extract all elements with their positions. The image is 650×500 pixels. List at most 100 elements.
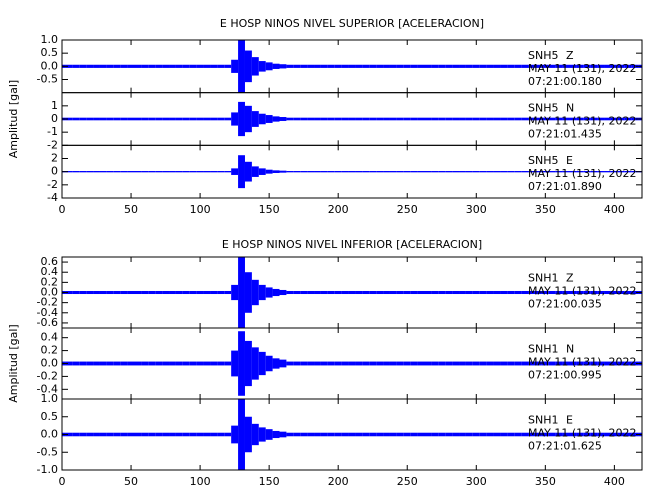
trace-envelope (514, 117, 522, 121)
trace-envelope (258, 284, 266, 301)
trace-envelope (500, 117, 508, 121)
y-tick-label: 0.6 (41, 255, 59, 268)
trace-envelope (334, 361, 342, 366)
trace-envelope (341, 171, 349, 173)
trace-envelope (148, 171, 156, 173)
trace-envelope (472, 171, 480, 173)
x-tick-label: 250 (397, 475, 418, 488)
trace-envelope (279, 431, 287, 438)
trace-envelope (569, 361, 577, 366)
trace-envelope (569, 64, 577, 68)
trace-envelope (604, 64, 611, 68)
trace-envelope (548, 64, 556, 68)
y-tick-label: 0 (51, 112, 58, 125)
trace-envelope (624, 64, 632, 68)
trace-envelope (617, 290, 625, 295)
trace-envelope (486, 64, 494, 68)
trace-envelope (631, 432, 639, 437)
trace-envelope (583, 290, 591, 295)
trace-envelope (403, 64, 411, 68)
trace-envelope (445, 64, 453, 68)
trace-envelope (244, 272, 252, 313)
trace-envelope (169, 361, 176, 366)
y-tick-label: 0.0 (41, 59, 59, 72)
trace (62, 331, 642, 396)
trace-envelope (217, 64, 225, 68)
trace-envelope (389, 117, 397, 121)
trace-envelope (479, 290, 487, 295)
trace-envelope (286, 361, 294, 366)
trace-envelope (617, 361, 625, 366)
record-date: MAY 11 (131), 2022 (528, 114, 636, 127)
trace-envelope (479, 64, 487, 68)
trace-envelope (576, 432, 584, 437)
trace-envelope (127, 361, 135, 366)
trace-envelope (65, 361, 73, 366)
trace-envelope (348, 290, 356, 295)
station-name: SNH1 (528, 413, 558, 426)
trace-envelope (376, 432, 384, 437)
trace-envelope (175, 361, 183, 366)
trace-envelope (507, 171, 515, 173)
trace-envelope (320, 64, 328, 68)
y-tick-label: -0.5 (37, 73, 58, 86)
trace-envelope (65, 64, 73, 68)
trace-envelope (238, 399, 245, 470)
trace-envelope (300, 64, 308, 68)
trace-envelope (486, 432, 494, 437)
y-tick-label: 1 (51, 99, 58, 112)
trace-envelope (251, 347, 259, 380)
trace-envelope (320, 290, 328, 295)
trace-envelope (272, 63, 280, 69)
component: E (566, 154, 573, 167)
trace-envelope (534, 64, 542, 68)
record-date: MAY 11 (131), 2022 (528, 355, 636, 368)
trace-envelope (79, 361, 87, 366)
trace-envelope (541, 361, 549, 366)
trace-envelope (72, 361, 80, 366)
trace-envelope (610, 361, 618, 366)
trace-envelope (169, 117, 176, 121)
trace-envelope (569, 432, 577, 437)
trace-envelope (72, 117, 80, 121)
trace-envelope (348, 432, 356, 437)
trace-envelope (500, 361, 508, 366)
trace-envelope (314, 361, 321, 366)
trace-envelope (134, 361, 142, 366)
trace-envelope (383, 361, 390, 366)
y-tick-label: 0.4 (41, 331, 59, 344)
y-tick-label: 0.2 (41, 275, 59, 288)
trace-envelope (231, 425, 239, 444)
trace-envelope (265, 169, 273, 174)
trace-envelope (590, 117, 598, 121)
trace-envelope (383, 171, 390, 173)
trace-envelope (403, 117, 411, 121)
trace-envelope (327, 171, 335, 173)
trace-envelope (562, 432, 570, 437)
trace-envelope (610, 64, 618, 68)
trace-envelope (631, 361, 639, 366)
trace-envelope (597, 117, 605, 121)
trace-envelope (134, 117, 142, 121)
trace-envelope (307, 117, 315, 121)
trace-envelope (514, 171, 522, 173)
trace-envelope (341, 361, 349, 366)
trace-envelope (604, 432, 611, 437)
trace-envelope (528, 171, 535, 173)
trace-envelope (120, 64, 128, 68)
trace-envelope (65, 171, 73, 173)
trace-envelope (465, 171, 473, 173)
trace-envelope (244, 161, 252, 182)
trace-envelope (265, 429, 273, 440)
trace-envelope (389, 361, 397, 366)
trace-envelope (452, 290, 460, 295)
trace-envelope (389, 432, 397, 437)
trace-envelope (583, 361, 591, 366)
trace-envelope (251, 166, 259, 177)
y-tick-label: 0.0 (41, 357, 59, 370)
trace-envelope (389, 64, 397, 68)
y-tick-label: -0.2 (37, 369, 58, 382)
trace-envelope (286, 290, 294, 295)
trace-envelope (431, 432, 439, 437)
trace-envelope (334, 432, 342, 437)
